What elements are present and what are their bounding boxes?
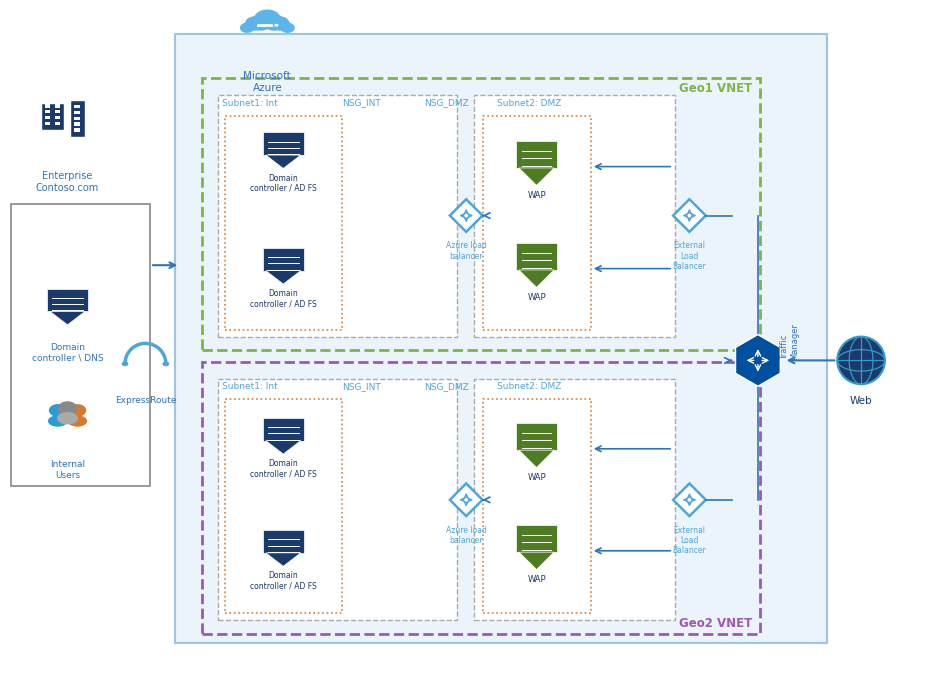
- FancyBboxPatch shape: [263, 530, 304, 553]
- Text: Azure load
balancer: Azure load balancer: [446, 241, 487, 261]
- Ellipse shape: [57, 412, 78, 424]
- FancyBboxPatch shape: [263, 418, 304, 441]
- FancyBboxPatch shape: [73, 116, 80, 120]
- Polygon shape: [519, 270, 554, 288]
- FancyBboxPatch shape: [45, 122, 51, 125]
- Circle shape: [122, 361, 129, 367]
- Circle shape: [263, 14, 285, 31]
- Polygon shape: [265, 441, 301, 454]
- Text: Domain
controller \ DNS: Domain controller \ DNS: [32, 343, 103, 363]
- Text: NSG_INT: NSG_INT: [342, 99, 381, 107]
- Circle shape: [254, 10, 280, 29]
- Circle shape: [240, 22, 254, 33]
- FancyBboxPatch shape: [516, 424, 557, 450]
- Text: Traffic
Manager: Traffic Manager: [779, 324, 799, 360]
- FancyBboxPatch shape: [73, 111, 80, 114]
- FancyBboxPatch shape: [175, 34, 827, 643]
- FancyBboxPatch shape: [73, 105, 80, 108]
- FancyBboxPatch shape: [225, 399, 342, 613]
- Polygon shape: [265, 271, 301, 284]
- Text: Domain
controller / AD FS: Domain controller / AD FS: [250, 173, 317, 193]
- FancyBboxPatch shape: [54, 116, 60, 119]
- Text: Subnet2: DMZ: Subnet2: DMZ: [497, 99, 562, 107]
- Text: Domain
controller / AD FS: Domain controller / AD FS: [250, 289, 317, 309]
- Circle shape: [49, 404, 67, 417]
- FancyBboxPatch shape: [71, 101, 84, 137]
- FancyBboxPatch shape: [263, 248, 304, 271]
- FancyBboxPatch shape: [54, 104, 60, 107]
- FancyBboxPatch shape: [45, 116, 51, 119]
- Text: External
Load
Balancer: External Load Balancer: [673, 526, 706, 556]
- Text: WAP: WAP: [527, 293, 546, 302]
- Text: Domain
controller / AD FS: Domain controller / AD FS: [250, 571, 317, 591]
- Ellipse shape: [838, 337, 885, 384]
- FancyBboxPatch shape: [54, 110, 60, 114]
- Text: Subnet2: DMZ: Subnet2: DMZ: [497, 382, 562, 391]
- Polygon shape: [450, 483, 482, 516]
- Polygon shape: [519, 552, 554, 570]
- Text: Geo2 VNET: Geo2 VNET: [679, 617, 752, 630]
- Ellipse shape: [48, 415, 68, 426]
- FancyBboxPatch shape: [47, 289, 88, 311]
- Polygon shape: [673, 483, 705, 516]
- Text: NSG_DMZ: NSG_DMZ: [424, 99, 469, 107]
- FancyBboxPatch shape: [474, 379, 675, 620]
- FancyBboxPatch shape: [516, 526, 557, 552]
- Text: Microsoft
Azure: Microsoft Azure: [244, 71, 291, 93]
- Text: WAP: WAP: [527, 473, 546, 482]
- Ellipse shape: [68, 415, 87, 426]
- FancyBboxPatch shape: [516, 243, 557, 270]
- FancyBboxPatch shape: [483, 399, 591, 613]
- Polygon shape: [50, 311, 85, 325]
- Text: Subnet1: Int: Subnet1: Int: [222, 99, 278, 107]
- FancyBboxPatch shape: [483, 116, 591, 330]
- Circle shape: [274, 23, 280, 27]
- FancyBboxPatch shape: [516, 141, 557, 168]
- Text: Geo1 VNET: Geo1 VNET: [679, 82, 752, 95]
- Polygon shape: [265, 155, 301, 169]
- Text: NSG_INT: NSG_INT: [342, 382, 381, 391]
- Polygon shape: [450, 199, 482, 232]
- Text: Subnet1: Int: Subnet1: Int: [222, 382, 278, 391]
- Text: Web: Web: [850, 396, 872, 407]
- FancyBboxPatch shape: [73, 129, 80, 132]
- Circle shape: [245, 16, 265, 31]
- Circle shape: [280, 22, 295, 33]
- FancyBboxPatch shape: [218, 95, 457, 337]
- Text: Domain
controller / AD FS: Domain controller / AD FS: [250, 459, 317, 479]
- Polygon shape: [265, 553, 301, 566]
- Text: ExpressRoute: ExpressRoute: [114, 396, 176, 405]
- Circle shape: [68, 404, 86, 417]
- FancyBboxPatch shape: [42, 104, 64, 131]
- FancyBboxPatch shape: [45, 104, 51, 107]
- Polygon shape: [519, 168, 554, 186]
- Text: NSG_DMZ: NSG_DMZ: [424, 382, 469, 391]
- FancyBboxPatch shape: [225, 116, 342, 330]
- FancyBboxPatch shape: [263, 133, 304, 155]
- FancyBboxPatch shape: [73, 122, 80, 126]
- Text: WAP: WAP: [527, 191, 546, 200]
- Text: Internal
Users: Internal Users: [50, 460, 85, 480]
- Text: WAP: WAP: [527, 575, 546, 584]
- FancyBboxPatch shape: [243, 24, 292, 29]
- FancyBboxPatch shape: [218, 379, 457, 620]
- Text: External
Load
Balancer: External Load Balancer: [673, 241, 706, 271]
- FancyBboxPatch shape: [45, 110, 51, 114]
- FancyBboxPatch shape: [11, 204, 150, 486]
- Circle shape: [270, 16, 290, 31]
- Text: Azure load
balancer: Azure load balancer: [446, 526, 487, 545]
- Polygon shape: [673, 199, 705, 232]
- Circle shape: [162, 361, 169, 367]
- Polygon shape: [519, 450, 554, 468]
- Text: Enterprise
Contoso.com: Enterprise Contoso.com: [36, 171, 99, 193]
- FancyBboxPatch shape: [54, 122, 60, 125]
- Polygon shape: [735, 335, 780, 386]
- Circle shape: [250, 14, 272, 31]
- FancyBboxPatch shape: [474, 95, 675, 337]
- Circle shape: [58, 401, 77, 415]
